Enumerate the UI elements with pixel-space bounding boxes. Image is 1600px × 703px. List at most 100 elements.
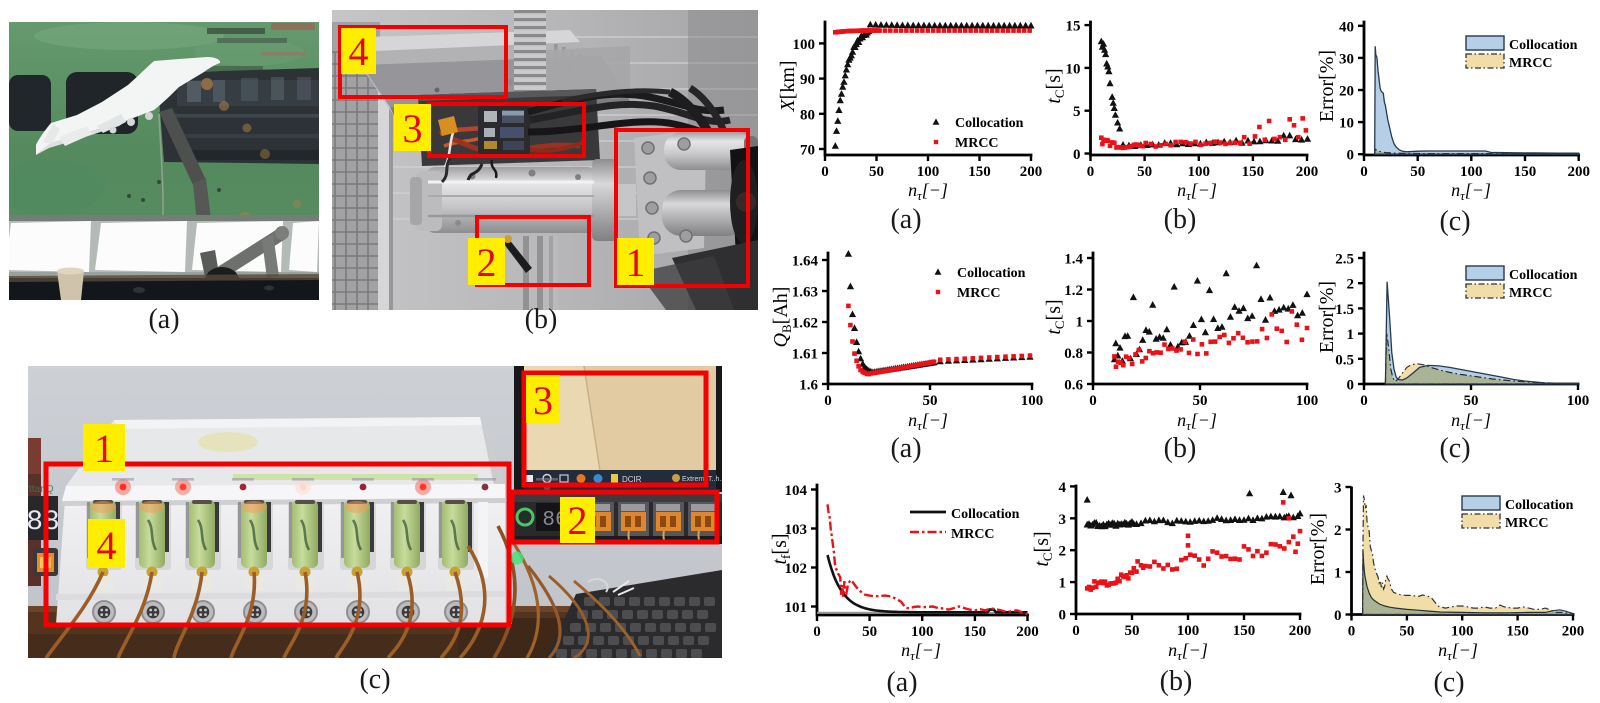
svg-text:30: 30 [1339, 51, 1354, 67]
svg-text:150: 150 [1233, 623, 1256, 639]
svg-text:ttanQ: ttanQ [29, 484, 54, 495]
svg-text:200: 200 [1016, 624, 1039, 640]
svg-text:0: 0 [1347, 378, 1355, 394]
svg-text:DCIR: DCIR [622, 475, 642, 484]
svg-text:X[km]: X[km] [777, 60, 799, 112]
svg-text:0: 0 [1360, 164, 1368, 180]
svg-text:0: 0 [1348, 624, 1356, 640]
svg-text:150: 150 [968, 164, 991, 180]
svg-text:nτ[−]: nτ[−] [1177, 410, 1217, 433]
svg-text:1.4: 1.4 [1064, 252, 1083, 268]
svg-text:1.63: 1.63 [792, 285, 818, 301]
svg-text:Error[%]: Error[%] [1316, 50, 1338, 122]
svg-text:1: 1 [94, 426, 114, 471]
svg-text:3: 3 [1059, 512, 1067, 528]
svg-text:100: 100 [911, 624, 934, 640]
svg-text:1.5: 1.5 [1335, 302, 1354, 318]
svg-text:0.6: 0.6 [1064, 378, 1083, 394]
svg-text:40: 40 [1339, 19, 1354, 35]
svg-text:4: 4 [97, 523, 117, 568]
svg-text:4: 4 [349, 29, 369, 74]
svg-text:nτ[−]: nτ[−] [1451, 180, 1491, 203]
svg-text:50: 50 [1464, 393, 1479, 409]
svg-text:50: 50 [1399, 624, 1414, 640]
svg-text:3: 3 [1334, 481, 1342, 497]
svg-text:50: 50 [1137, 164, 1152, 180]
svg-text:102: 102 [785, 561, 808, 577]
svg-text:200: 200 [1020, 164, 1043, 180]
svg-text:tC[s]: tC[s] [1031, 531, 1055, 566]
svg-text:100: 100 [1460, 164, 1483, 180]
svg-text:50: 50 [923, 393, 938, 409]
svg-text:200: 200 [1296, 164, 1319, 180]
svg-text:2: 2 [477, 240, 497, 285]
svg-text:2: 2 [568, 498, 588, 543]
svg-text:150: 150 [1514, 164, 1537, 180]
svg-text:MRCC: MRCC [1509, 56, 1553, 71]
svg-text:nτ[−]: nτ[−] [908, 410, 948, 433]
svg-text:0: 0 [1087, 164, 1095, 180]
svg-text:100: 100 [1177, 623, 1200, 639]
svg-text:Collocation: Collocation [1505, 498, 1574, 513]
svg-text:100: 100 [793, 37, 816, 53]
svg-text:nτ[−]: nτ[−] [1451, 410, 1491, 433]
svg-text:150: 150 [1506, 624, 1529, 640]
svg-text:1.2: 1.2 [1064, 283, 1083, 299]
svg-text:0: 0 [1059, 608, 1067, 624]
svg-text:100: 100 [1296, 393, 1319, 409]
svg-text:nτ[−]: nτ[−] [1168, 640, 1208, 663]
svg-text:Collocation: Collocation [1509, 38, 1578, 53]
svg-text:100: 100 [917, 164, 940, 180]
svg-text:nτ[−]: nτ[−] [1438, 640, 1478, 663]
svg-text:3: 3 [533, 378, 553, 423]
svg-text:0.5: 0.5 [1335, 352, 1354, 368]
svg-text:2: 2 [1059, 544, 1067, 560]
svg-text:0.8: 0.8 [1064, 346, 1083, 362]
svg-text:5: 5 [1073, 104, 1081, 120]
svg-text:0: 0 [1347, 148, 1355, 164]
svg-text:nτ[−]: nτ[−] [908, 180, 948, 203]
svg-text:200: 200 [1289, 623, 1312, 639]
svg-text:QB[Ah]: QB[Ah] [770, 287, 794, 348]
svg-text:1: 1 [1059, 576, 1067, 592]
svg-text:2: 2 [1347, 277, 1355, 293]
svg-text:15: 15 [1066, 19, 1081, 35]
svg-text:90: 90 [800, 72, 815, 88]
svg-text:50: 50 [1410, 164, 1425, 180]
svg-text:1.6: 1.6 [799, 378, 818, 394]
svg-text:100: 100 [1567, 393, 1590, 409]
svg-text:tC[s]: tC[s] [1043, 68, 1067, 103]
svg-text:MRCC: MRCC [1505, 516, 1549, 531]
svg-text:tf[s]: tf[s] [770, 533, 793, 564]
svg-text:MRCC: MRCC [951, 527, 995, 542]
svg-text:Collocation: Collocation [1509, 268, 1578, 283]
svg-text:nτ[−]: nτ[−] [1177, 180, 1217, 203]
svg-text:0: 0 [1072, 623, 1080, 639]
svg-text:MRCC: MRCC [955, 136, 999, 151]
svg-text:70: 70 [800, 143, 815, 159]
svg-text:10: 10 [1339, 116, 1354, 132]
svg-text:150: 150 [1242, 164, 1265, 180]
svg-text:80: 80 [800, 107, 815, 123]
svg-text:0: 0 [813, 624, 821, 640]
svg-text:0: 0 [821, 164, 829, 180]
svg-text:0: 0 [824, 393, 832, 409]
svg-text:1: 1 [1076, 315, 1084, 331]
svg-text:2.5: 2.5 [1335, 252, 1354, 268]
svg-text:20: 20 [1339, 84, 1354, 100]
svg-text:104: 104 [785, 483, 808, 499]
svg-text:3: 3 [403, 106, 423, 151]
svg-text:4: 4 [1059, 480, 1067, 496]
svg-text:1: 1 [626, 240, 646, 285]
svg-text:150: 150 [964, 624, 987, 640]
svg-text:Collocation: Collocation [957, 266, 1026, 281]
svg-text:0: 0 [1334, 608, 1342, 624]
svg-text:1: 1 [1334, 566, 1342, 582]
svg-text:50: 50 [862, 624, 877, 640]
svg-text:0: 0 [1360, 393, 1368, 409]
svg-text:tC[s]: tC[s] [1043, 299, 1067, 334]
svg-text:Collocation: Collocation [951, 507, 1020, 522]
svg-text:50: 50 [1125, 623, 1140, 639]
svg-text:50: 50 [869, 164, 884, 180]
svg-text:100: 100 [1188, 164, 1211, 180]
